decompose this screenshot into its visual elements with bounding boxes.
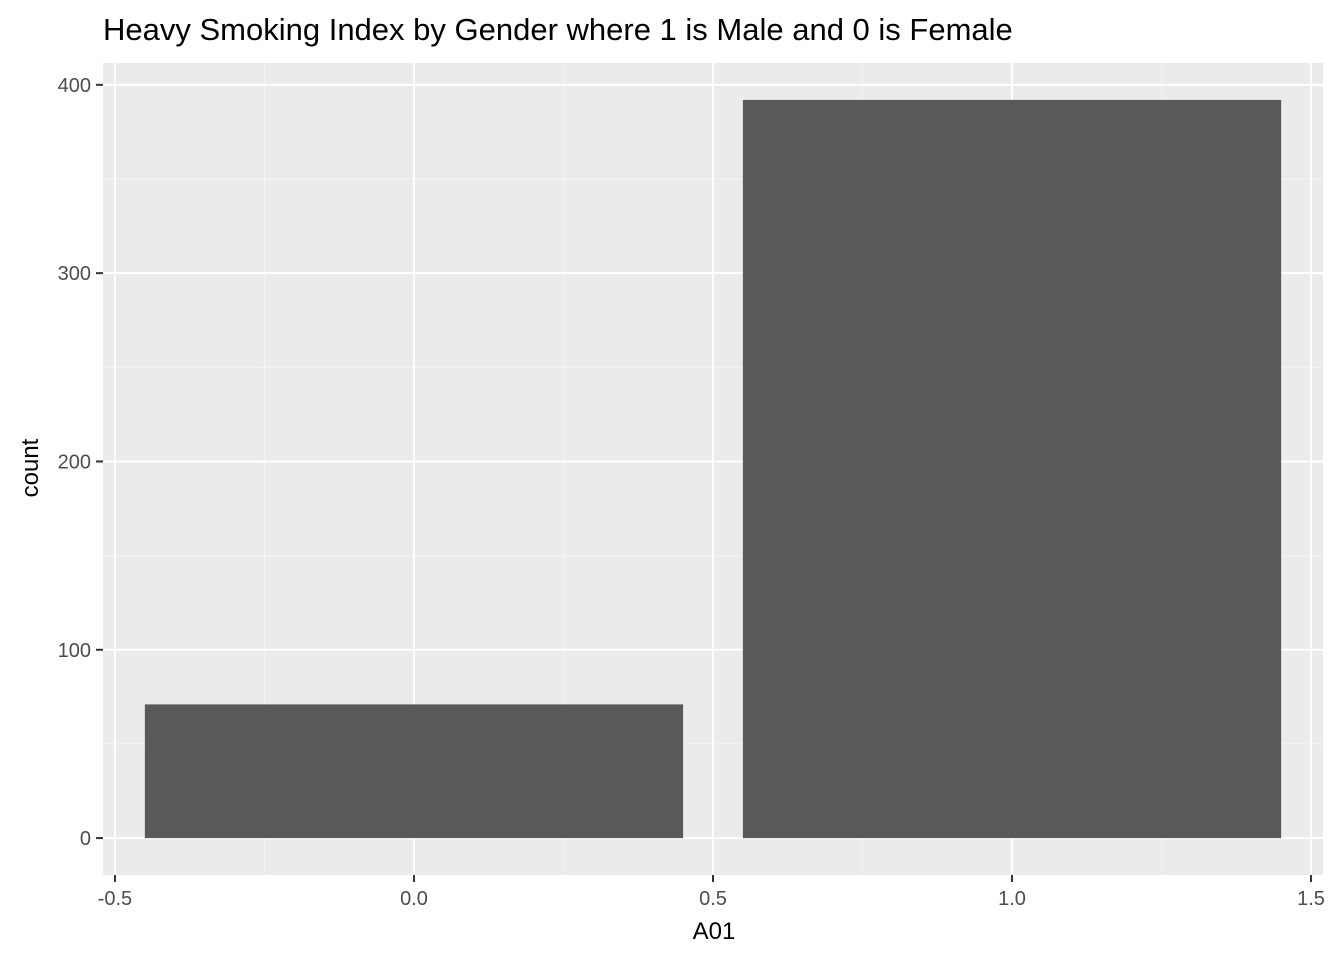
x-tick-label: 1.0 [998,888,1026,910]
bar-0 [144,704,684,839]
chart-title: Heavy Smoking Index by Gender where 1 is… [103,12,1013,47]
y-tick-label: 0 [80,828,91,850]
x-tick-label: -0.5 [98,888,132,910]
x-tick-label: 0.0 [400,888,428,910]
y-tick-label: 100 [58,640,91,662]
y-axis-title: count [17,438,44,497]
x-axis: -0.5 0.0 0.5 1.0 1.5 [98,875,1325,910]
y-axis: 0 100 200 300 400 [58,75,103,850]
bars [144,99,1282,839]
x-tick-label: 1.5 [1297,888,1325,910]
y-tick-label: 200 [58,451,91,473]
x-tick-label: 0.5 [699,888,727,910]
y-tick-label: 300 [58,263,91,285]
bar-1 [742,99,1282,839]
y-tick-label: 400 [58,75,91,97]
x-axis-title: A01 [693,918,736,945]
